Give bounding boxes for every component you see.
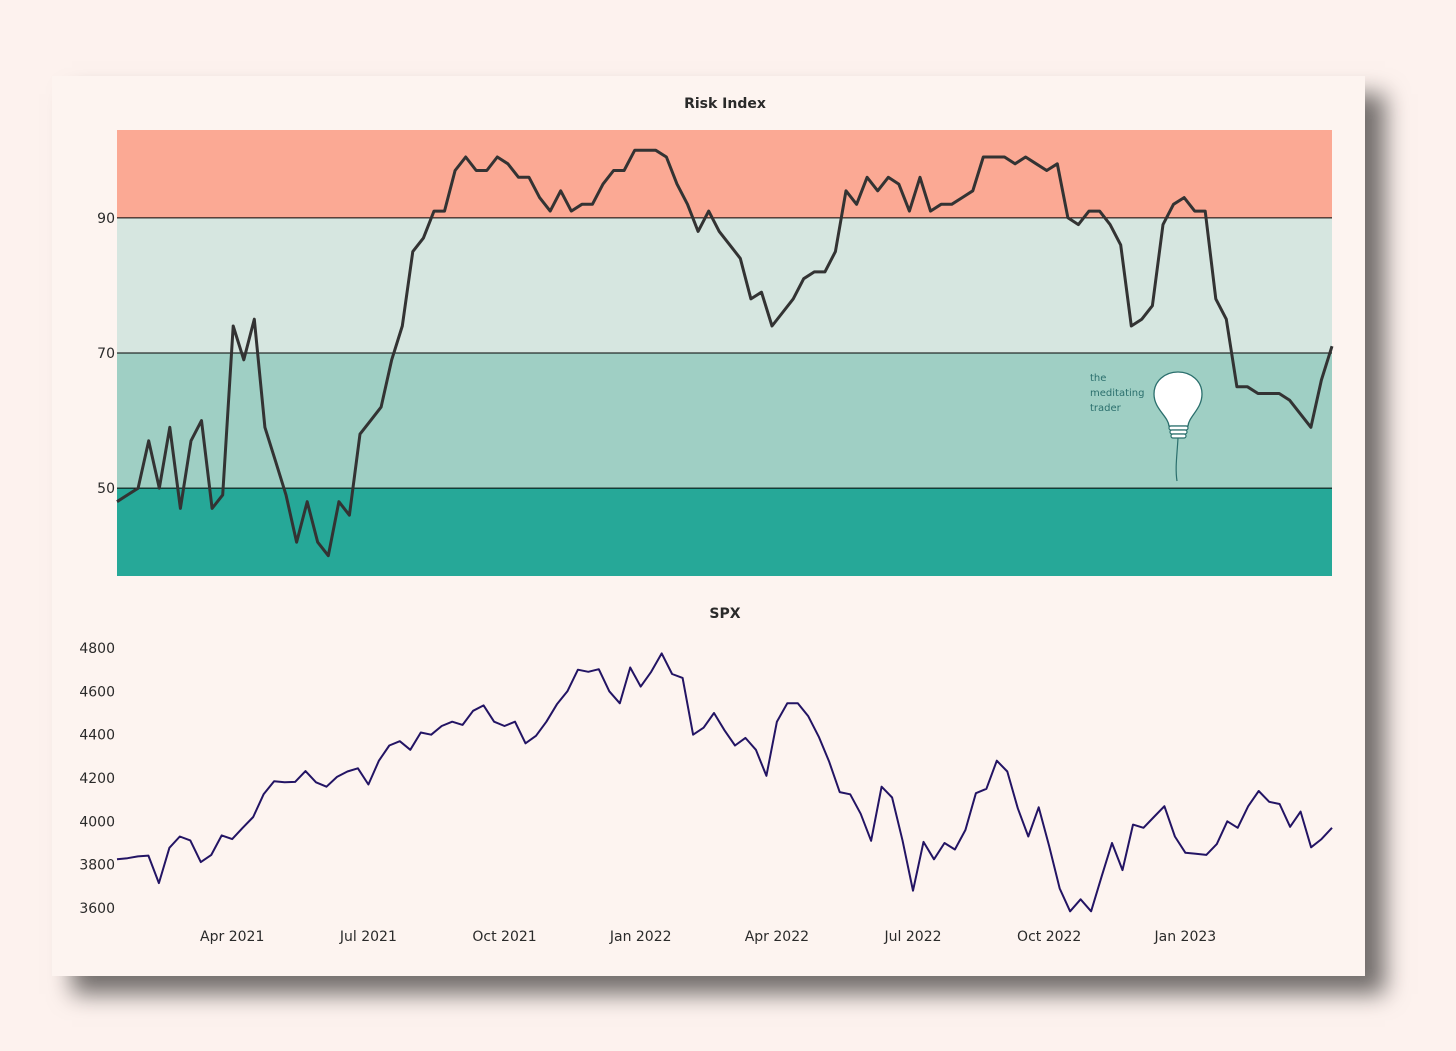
logo: the meditating trader (1090, 371, 1203, 482)
risk-bands (117, 130, 1332, 576)
spx-x-tick-label: Jan 2023 (1154, 929, 1217, 945)
spx-x-tick-label: Oct 2021 (472, 929, 536, 945)
spx-y-tick-label: 4400 (79, 728, 115, 744)
spx-y-tick-label: 4200 (79, 771, 115, 787)
spx-series-line (116, 652, 1333, 913)
risk-index-panel: Risk Index 50 70 90 the meditating trader (97, 96, 1334, 576)
spx-x-ticks: Apr 2021 Jul 2021 Oct 2021 Jan 2022 Apr 2022… (200, 929, 1216, 945)
spx-x-tick-label: Jul 2021 (339, 929, 397, 945)
spx-y-tick-label: 4600 (79, 684, 115, 700)
risk-y-ticks: 50 70 90 (97, 211, 115, 497)
logo-line-3: trader (1090, 403, 1122, 414)
spx-panel: SPX 3600 3800 4000 4200 4400 4600 4800 Apr 202… (79, 606, 1333, 945)
spx-y-tick-label: 3600 (79, 901, 115, 917)
spx-y-tick-label: 3800 (79, 858, 115, 874)
risk-threshold-lines (117, 217, 1332, 489)
risk-y-tick-label: 70 (97, 346, 115, 362)
spx-title: SPX (709, 606, 740, 622)
chart-canvas: Risk Index 50 70 90 the meditating trader (79, 96, 1334, 945)
spx-x-tick-label: Apr 2021 (200, 929, 264, 945)
lightbulb-icon (1153, 371, 1203, 482)
spx-x-tick-label: Jul 2022 (884, 929, 942, 945)
chart-card: Risk Index 50 70 90 the meditating trader (52, 76, 1365, 976)
risk-band-3 (117, 130, 1332, 218)
risk-band-1 (117, 353, 1332, 489)
logo-line-2: meditating (1090, 388, 1144, 399)
risk-index-title: Risk Index (684, 96, 766, 112)
risk-band-0 (117, 488, 1332, 576)
risk-y-tick-label: 90 (97, 211, 115, 227)
logo-line-1: the (1090, 373, 1106, 384)
spx-y-tick-label: 4000 (79, 814, 115, 830)
risk-index-series-line (116, 148, 1334, 558)
spx-x-tick-label: Jan 2022 (609, 929, 672, 945)
spx-x-tick-label: Apr 2022 (745, 929, 809, 945)
spx-x-tick-label: Oct 2022 (1017, 929, 1081, 945)
risk-y-tick-label: 50 (97, 481, 115, 497)
spx-y-tick-label: 4800 (79, 641, 115, 657)
spx-y-ticks: 3600 3800 4000 4200 4400 4600 4800 (79, 641, 115, 917)
